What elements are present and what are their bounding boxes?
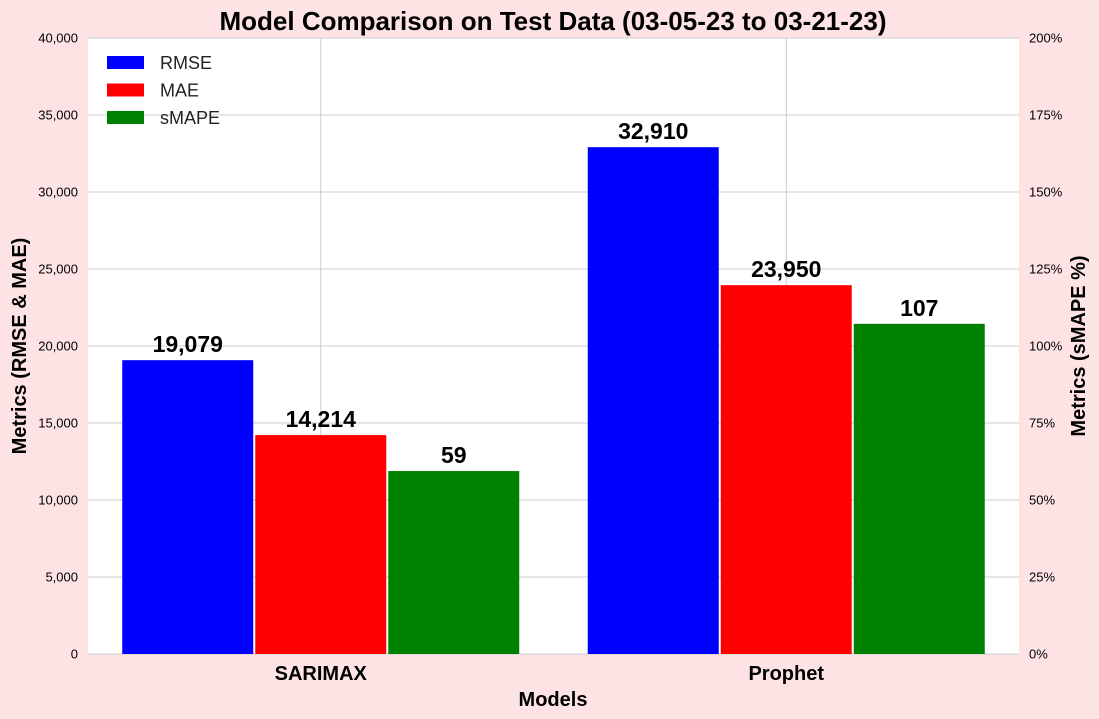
bars	[122, 147, 985, 654]
bar-smape-prophet	[853, 323, 985, 654]
legend-swatch-smape	[107, 111, 144, 124]
x-axis-label: Models	[519, 689, 588, 711]
bar-value-label: 14,214	[286, 406, 357, 432]
y2-tick-label: 125%	[1029, 262, 1063, 277]
y-tick-label: 20,000	[38, 339, 78, 354]
bar-mae-sarimax	[255, 435, 387, 654]
bar-labels: 19,079 32,910 14,214 23,950 59 107	[153, 118, 939, 468]
bar-value-label: 32,910	[618, 118, 688, 144]
bar-rmse-prophet	[587, 147, 719, 654]
y2-tick-label: 200%	[1029, 31, 1063, 46]
legend-swatch-rmse	[107, 56, 144, 69]
y-axis-label: Metrics (RMSE & MAE)	[9, 238, 31, 455]
bar-value-label: 107	[900, 295, 938, 321]
x-axis-ticks: SARIMAX Prophet	[275, 663, 825, 685]
y-axis-ticks: 0 5,000 10,000 15,000 20,000 25,000 30,000 35,0…	[38, 31, 78, 662]
y2-tick-label: 175%	[1029, 108, 1063, 123]
bar-value-label: 23,950	[751, 256, 821, 282]
y2-tick-label: 50%	[1029, 493, 1055, 508]
bar-value-label: 59	[441, 442, 467, 468]
y2-tick-label: 150%	[1029, 185, 1063, 200]
y-tick-label: 25,000	[38, 262, 78, 277]
y2-tick-label: 100%	[1029, 339, 1063, 354]
legend-swatch-mae	[107, 83, 144, 97]
y2-tick-label: 25%	[1029, 570, 1055, 585]
y-tick-label: 40,000	[38, 31, 78, 46]
y2-tick-label: 0%	[1029, 647, 1048, 662]
bar-value-label: 19,079	[153, 331, 223, 357]
legend-label: sMAPE	[160, 108, 220, 128]
y-tick-label: 30,000	[38, 185, 78, 200]
y-tick-label: 15,000	[38, 416, 78, 431]
y-tick-label: 0	[71, 647, 78, 662]
y2-axis-label: Metrics (sMAPE %)	[1068, 255, 1090, 436]
bar-mae-prophet	[720, 285, 852, 654]
legend-label: MAE	[160, 81, 199, 101]
legend-label: RMSE	[160, 53, 212, 73]
bar-smape-sarimax	[388, 471, 520, 654]
y2-tick-label: 75%	[1029, 416, 1055, 431]
y-tick-label: 5,000	[45, 570, 78, 585]
bar-rmse-sarimax	[122, 360, 254, 654]
chart-title: Model Comparison on Test Data (03-05-23 …	[219, 6, 886, 36]
x-tick-label: Prophet	[748, 663, 824, 685]
y2-axis-ticks: 0% 25% 50% 75% 100% 125% 150% 175% 200%	[1029, 31, 1063, 662]
x-tick-label: SARIMAX	[275, 663, 368, 685]
y-tick-label: 35,000	[38, 108, 78, 123]
legend: RMSE MAE sMAPE	[107, 53, 220, 128]
y-tick-label: 10,000	[38, 493, 78, 508]
